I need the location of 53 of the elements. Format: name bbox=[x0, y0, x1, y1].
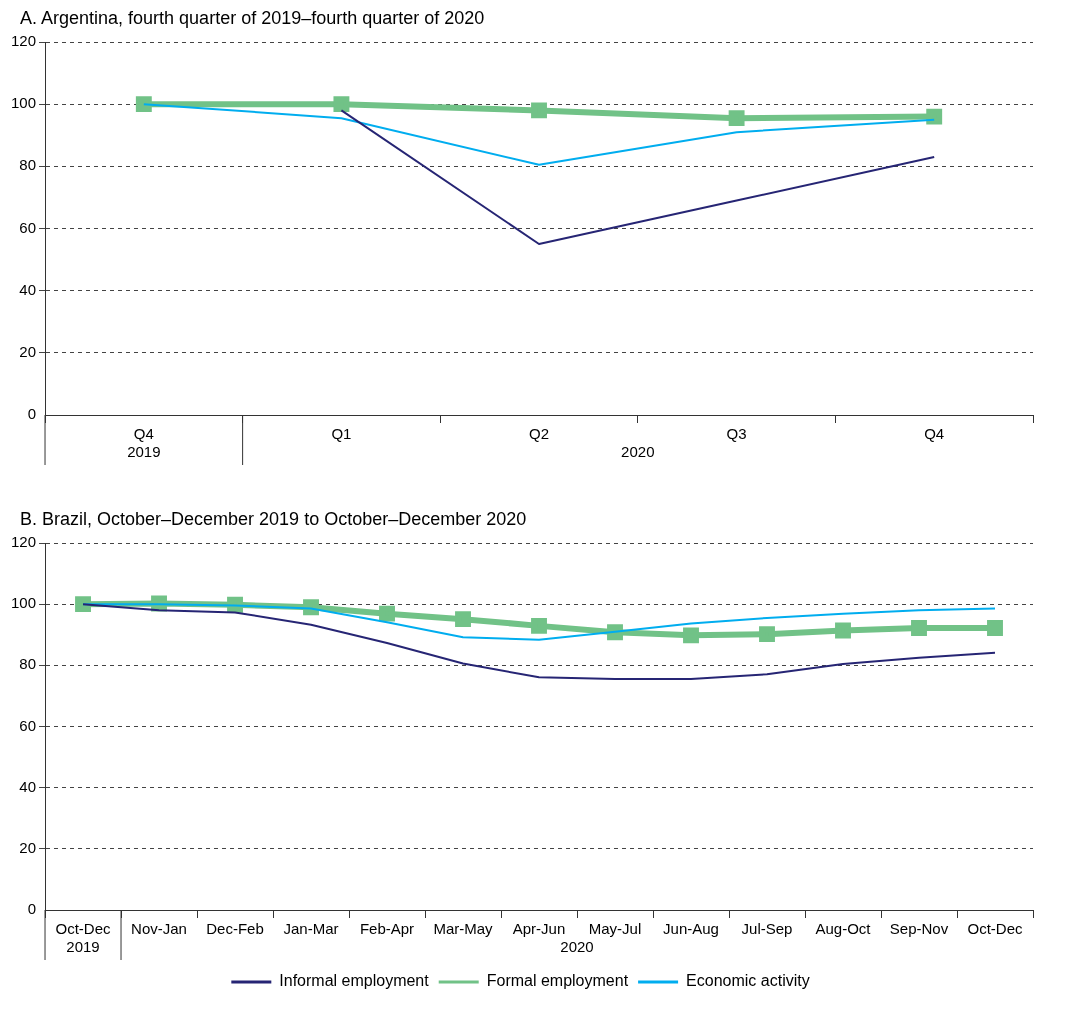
x-tick-label: Jan-Mar bbox=[283, 920, 339, 938]
y-tick-label: 20 bbox=[19, 342, 37, 360]
text: 2020 bbox=[621, 442, 655, 460]
point bbox=[379, 605, 395, 622]
point bbox=[683, 627, 699, 644]
x-tick-label: Q2 bbox=[529, 425, 550, 443]
x-tick-label: May-Jul bbox=[588, 920, 642, 938]
y-tick-label: 40 bbox=[19, 280, 37, 298]
x-tick-label: Nov-Jan bbox=[131, 920, 187, 938]
y-tick-label: 20 bbox=[19, 838, 37, 856]
x-tick-label: Q3 bbox=[726, 425, 747, 443]
x-tick-label: Feb-Apr bbox=[359, 920, 415, 938]
point bbox=[911, 620, 927, 636]
x-tick-label: Q4 bbox=[924, 425, 945, 443]
y-tick-label: 100 bbox=[11, 594, 37, 612]
y-tick-label: 0 bbox=[27, 900, 37, 918]
point bbox=[531, 617, 547, 634]
point bbox=[926, 108, 943, 125]
x-tick-label: Jul-Sep bbox=[741, 920, 793, 938]
y-tick-label: 40 bbox=[19, 777, 37, 795]
x-tick-label: Sep-Nov bbox=[889, 920, 949, 938]
x-tick-label: Q4 bbox=[133, 425, 154, 443]
y-tick-label: 80 bbox=[19, 156, 37, 174]
x-tick-label: Q1 bbox=[331, 425, 352, 443]
point bbox=[728, 110, 745, 127]
y-tick-label: 80 bbox=[19, 655, 37, 673]
x-tick-label: Oct-Dec bbox=[967, 920, 1023, 938]
point bbox=[987, 620, 1003, 636]
x-tick-label: Aug-Oct bbox=[815, 920, 872, 938]
chart-title: B. Brazil, October–December 2019 to October–December 2020 bbox=[20, 509, 528, 530]
y-tick-label: 120 bbox=[11, 533, 37, 551]
y-tick-label: 0 bbox=[27, 405, 37, 423]
x-tick-label: Jun-Aug bbox=[663, 920, 719, 938]
point bbox=[759, 626, 775, 643]
point bbox=[455, 611, 471, 628]
point bbox=[531, 102, 547, 119]
point bbox=[333, 96, 350, 113]
text: 2019 bbox=[66, 937, 100, 955]
text: 2020 bbox=[560, 937, 594, 955]
x-tick-label: Apr-Jun bbox=[512, 920, 566, 938]
chart-title: A. Argentina, fourth quarter of 2019–fourth quarter of 2020 bbox=[20, 8, 486, 29]
y-tick-label: 60 bbox=[19, 716, 37, 734]
legend-label: Formal employment bbox=[486, 972, 629, 990]
x-tick-label: Oct-Dec bbox=[55, 920, 112, 938]
x-tick-label: Dec-Feb bbox=[206, 920, 264, 938]
point bbox=[835, 622, 851, 639]
y-tick-label: 100 bbox=[11, 94, 37, 112]
legend-label: Economic activity bbox=[686, 972, 810, 990]
y-tick-label: 120 bbox=[11, 32, 37, 50]
legend-label: Informal employment bbox=[279, 972, 430, 990]
text: 2019 bbox=[127, 442, 161, 460]
x-tick-label: Mar-May bbox=[433, 920, 494, 938]
y-tick-label: 60 bbox=[19, 218, 37, 236]
